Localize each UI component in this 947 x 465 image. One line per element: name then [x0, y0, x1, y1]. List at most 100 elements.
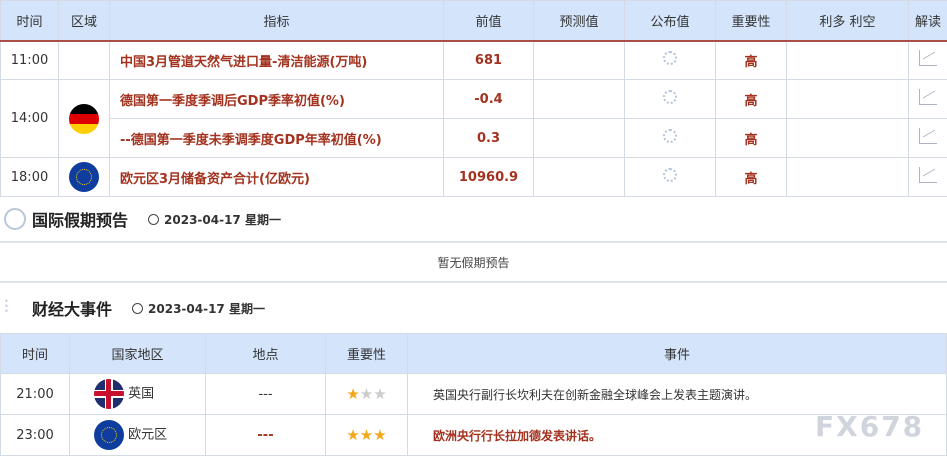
loading-icon [663, 129, 677, 143]
importance: 高 [715, 40, 787, 80]
place: --- [205, 373, 326, 415]
star-icon: ★ [359, 426, 374, 444]
chart-icon[interactable] [919, 128, 937, 144]
col-time: 时间 [0, 333, 70, 374]
country-name: 英国 [128, 386, 155, 402]
chart-icon[interactable] [919, 89, 937, 105]
col-forecast: 预测值 [533, 0, 625, 42]
region [58, 157, 110, 197]
table-row: --德国第一季度未季调季度GDP年率初值(%) 0.3 高 [1, 118, 947, 158]
previous: 0.3 [443, 118, 534, 158]
globe-icon [4, 208, 26, 230]
events-table: 时间 国家地区 地点 重要性 事件 21:00 英国 --- ★★★ 英国央行副… [0, 333, 947, 456]
actual [624, 118, 716, 158]
col-importance: 重要性 [715, 0, 787, 42]
germany-flag-icon [69, 103, 99, 134]
forecast [533, 79, 625, 119]
previous: 681 [443, 40, 534, 80]
star-icon: ★ [373, 385, 387, 403]
chart-icon[interactable] [919, 50, 937, 67]
section-title: 财经大事件 [32, 300, 113, 319]
indicator-link[interactable]: 德国第一季度季调后GDP季率初值(%) [109, 79, 444, 119]
time: 14:00 [0, 79, 59, 158]
table-row: 18:00 欧元区3月储备资产合计(亿欧元) 10960.9 高 [0, 157, 947, 197]
analysis[interactable] [908, 40, 947, 80]
forecast [533, 40, 625, 80]
uk-flag-icon [94, 379, 124, 409]
analysis[interactable] [908, 79, 947, 119]
watermark: FX678 [815, 410, 925, 443]
section-date: 2023-04-17 星期一 [132, 300, 265, 317]
forecast [533, 157, 625, 197]
col-event: 事件 [407, 333, 947, 374]
place: --- [205, 414, 326, 456]
analysis[interactable] [908, 118, 947, 158]
col-place: 地点 [205, 333, 326, 374]
col-country: 国家地区 [69, 333, 206, 374]
actual [624, 79, 716, 119]
time: 21:00 [0, 373, 70, 415]
col-previous: 前值 [443, 0, 534, 42]
indicator-table: 时间 区域 指标 前值 预测值 公布值 重要性 利多 利空 解读 11:00 中… [0, 0, 947, 197]
impact [786, 157, 909, 197]
indicator-link[interactable]: 欧元区3月储备资产合计(亿欧元) [109, 157, 444, 197]
eu-flag-icon [94, 420, 124, 450]
col-time: 时间 [0, 0, 59, 42]
col-impact: 利多 利空 [786, 0, 909, 42]
importance: 高 [715, 157, 787, 197]
table-row: 21:00 英国 --- ★★★ 英国央行副行长坎利夫在创新金融全球峰会上发表主… [0, 373, 947, 415]
event: 英国央行副行长坎利夫在创新金融全球峰会上发表主题演讲。 [407, 373, 947, 415]
previous: 10960.9 [443, 157, 534, 197]
eu-flag-icon [69, 162, 99, 192]
star-icon: ★ [346, 426, 360, 444]
impact [786, 40, 909, 80]
country: 欧元区 [69, 414, 206, 456]
col-region: 区域 [58, 0, 110, 42]
forecast [533, 118, 625, 158]
importance: 高 [715, 79, 787, 119]
sliders-icon: ⫶ [4, 297, 9, 318]
date-text: 2023-04-17 星期一 [164, 212, 281, 227]
chart-icon[interactable] [919, 167, 937, 183]
analysis[interactable] [908, 157, 947, 197]
star-icon: ★ [359, 385, 374, 403]
importance: 高 [715, 118, 787, 158]
holiday-section-header: 国际假期预告 2023-04-17 星期一 [0, 197, 947, 241]
impact [786, 118, 909, 158]
time: 18:00 [0, 157, 59, 197]
star-icon: ★ [346, 385, 360, 403]
section-title: 国际假期预告 [32, 211, 129, 230]
loading-icon [663, 168, 677, 182]
clock-icon [132, 302, 144, 314]
col-actual: 公布值 [624, 0, 716, 42]
indicator-link[interactable]: 中国3月管道天然气进口量-清洁能源(万吨) [109, 40, 444, 80]
section-date: 2023-04-17 星期一 [148, 211, 281, 228]
col-analysis: 解读 [908, 0, 947, 42]
col-importance: 重要性 [325, 333, 408, 374]
star-icon: ★ [373, 426, 387, 444]
country-name: 欧元区 [128, 427, 168, 443]
actual [624, 40, 716, 80]
time: 11:00 [0, 40, 59, 80]
time: 23:00 [0, 414, 70, 456]
date-text: 2023-04-17 星期一 [148, 301, 265, 316]
table-row: 23:00 欧元区 --- ★★★ 欧洲央行行长拉加德发表讲话。 [0, 414, 947, 456]
country: 英国 [69, 373, 206, 415]
event: 欧洲央行行长拉加德发表讲话。 [407, 414, 947, 456]
impact [786, 79, 909, 119]
actual [624, 157, 716, 197]
indicator-link[interactable]: --德国第一季度未季调季度GDP年率初值(%) [109, 118, 444, 158]
table-row: 14:00 德国第一季度季调后GDP季率初值(%) -0.4 高 [0, 79, 947, 158]
no-holidays-message: 暂无假期预告 [0, 241, 947, 283]
col-indicator: 指标 [109, 0, 444, 42]
events-section-header: ⫶ 财经大事件 2023-04-17 星期一 [0, 283, 947, 333]
table-row: 11:00 中国3月管道天然气进口量-清洁能源(万吨) 681 高 [0, 40, 947, 80]
previous: -0.4 [443, 79, 534, 119]
region [58, 40, 110, 80]
region [58, 79, 110, 158]
clock-icon [148, 213, 160, 225]
importance-stars: ★★★ [325, 414, 408, 456]
loading-icon [663, 51, 677, 66]
loading-icon [663, 90, 677, 104]
importance-stars: ★★★ [325, 373, 408, 415]
